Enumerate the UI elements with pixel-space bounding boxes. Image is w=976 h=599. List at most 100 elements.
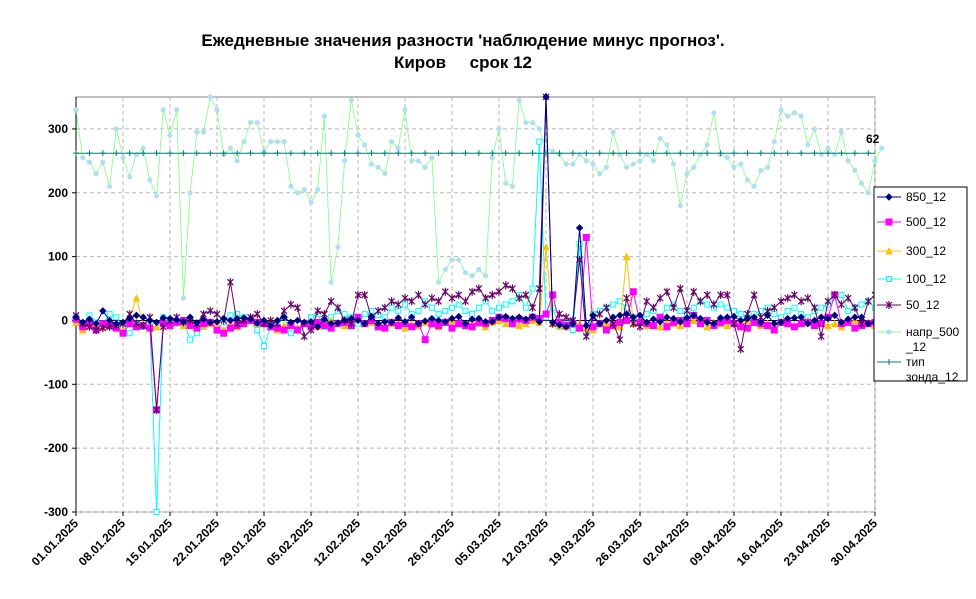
data-point: [785, 113, 791, 119]
data-point: [630, 161, 636, 167]
data-point: [663, 313, 671, 321]
legend-item: 50_12: [877, 298, 940, 312]
data-point: [475, 284, 483, 293]
data-point: [535, 284, 543, 293]
data-point: [597, 171, 603, 177]
data-point: [301, 186, 307, 193]
data-point: [602, 326, 610, 334]
data-point: [737, 345, 745, 354]
x-tick-label: 19.03.2025: [546, 516, 599, 569]
data-point: [334, 303, 342, 312]
data-point: [106, 183, 113, 189]
data-point: [797, 313, 805, 321]
data-point: [126, 314, 134, 323]
data-point: [617, 151, 623, 158]
data-point: [387, 318, 396, 327]
data-point: [857, 313, 866, 321]
data-point: [441, 287, 449, 296]
data-point: [879, 145, 885, 151]
data-point: [811, 303, 818, 312]
data-point: [395, 307, 402, 314]
data-point: [737, 323, 745, 331]
data-point: [644, 151, 650, 158]
data-point: [657, 135, 663, 142]
data-point: [253, 319, 261, 327]
x-tick-label: 22.01.2025: [170, 516, 223, 569]
data-point: [328, 279, 334, 285]
data-point: [610, 129, 616, 135]
legend-item: 300_12: [877, 244, 946, 258]
data-point: [831, 290, 839, 299]
data-point: [488, 318, 496, 326]
data-point: [153, 405, 160, 414]
data-point: [528, 312, 537, 321]
data-point: [596, 310, 604, 319]
data-point: [435, 150, 442, 157]
data-point: [234, 158, 240, 164]
data-point: [382, 171, 388, 177]
data-point: [367, 312, 376, 321]
data-point: [723, 290, 731, 299]
data-point: [797, 297, 805, 306]
data-point: [858, 301, 865, 308]
data-point: [475, 150, 482, 157]
data-point: [864, 297, 872, 306]
data-point: [610, 150, 617, 157]
data-point: [717, 290, 724, 299]
data-point: [415, 158, 422, 164]
data-point: [86, 150, 93, 157]
data-point: [501, 319, 510, 328]
data-point: [206, 306, 214, 315]
data-point: [287, 300, 295, 309]
data-point: [401, 324, 409, 332]
data-point: [771, 311, 778, 318]
data-point: [770, 319, 778, 328]
data-point: [335, 244, 341, 250]
data-point: [73, 150, 79, 157]
data-point: [683, 314, 691, 322]
data-point: [724, 155, 730, 161]
data-point: [817, 332, 825, 341]
data-point: [174, 107, 180, 113]
data-point: [549, 291, 557, 299]
data-point: [288, 183, 294, 189]
legend-label: 50_12: [906, 298, 940, 312]
plot-area: [75, 96, 876, 513]
data-point: [656, 318, 664, 326]
data-point: [462, 150, 469, 157]
data-point: [375, 164, 381, 170]
data-point: [274, 139, 281, 145]
data-point: [805, 142, 811, 148]
data-point: [347, 314, 355, 323]
data-point: [287, 150, 294, 157]
data-point: [106, 322, 113, 331]
data-point: [496, 126, 502, 132]
data-point: [139, 313, 147, 321]
data-point: [784, 307, 791, 314]
data-point: [676, 321, 685, 330]
data-point: [428, 304, 435, 311]
data-point: [354, 290, 362, 299]
data-point: [851, 313, 859, 321]
data-point: [435, 311, 442, 318]
data-point: [462, 307, 469, 314]
data-point: [153, 193, 160, 199]
data-point: [529, 285, 536, 292]
data-point: [328, 150, 335, 157]
data-point: [233, 314, 241, 323]
data-point: [711, 110, 717, 116]
data-point: [160, 107, 166, 113]
data-point: [253, 310, 261, 319]
data-point: [301, 150, 308, 157]
data-point: [515, 294, 523, 303]
series-850_12: [72, 93, 919, 331]
data-point: [206, 318, 214, 327]
data-point: [381, 303, 389, 312]
data-point: [429, 155, 435, 161]
data-point: [422, 150, 429, 157]
data-point: [415, 307, 422, 314]
data-point: [408, 297, 416, 306]
data-point: [656, 322, 664, 331]
data-point: [153, 509, 160, 515]
data-point: [858, 180, 865, 186]
